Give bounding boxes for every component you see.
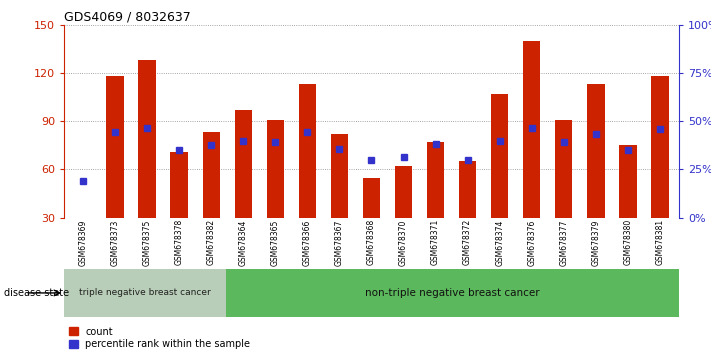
Text: GSM678380: GSM678380	[624, 219, 632, 266]
Text: non-triple negative breast cancer: non-triple negative breast cancer	[365, 288, 540, 298]
Text: GSM678369: GSM678369	[79, 219, 87, 266]
Bar	[395, 166, 412, 218]
Bar	[523, 41, 540, 218]
Text: GSM678373: GSM678373	[111, 219, 119, 266]
Bar	[555, 120, 572, 218]
Text: triple negative breast cancer: triple negative breast cancer	[79, 289, 210, 297]
Text: GSM678371: GSM678371	[431, 219, 440, 266]
Bar	[427, 142, 444, 218]
Bar	[107, 76, 124, 218]
Text: GSM678368: GSM678368	[367, 219, 376, 266]
Text: GSM678377: GSM678377	[559, 219, 568, 266]
Text: GSM678364: GSM678364	[239, 219, 248, 266]
Bar	[267, 120, 284, 218]
Text: GSM678366: GSM678366	[303, 219, 312, 266]
Bar	[619, 145, 636, 218]
Bar	[299, 84, 316, 218]
Bar	[587, 84, 604, 218]
Bar	[139, 60, 156, 218]
Text: GSM678379: GSM678379	[592, 219, 600, 266]
Text: GDS4069 / 8032637: GDS4069 / 8032637	[64, 11, 191, 24]
Text: GSM678376: GSM678376	[527, 219, 536, 266]
Bar	[491, 94, 508, 218]
Text: GSM678374: GSM678374	[495, 219, 504, 266]
Bar	[363, 177, 380, 218]
Bar	[459, 161, 476, 218]
Bar	[64, 269, 226, 317]
Text: GSM678375: GSM678375	[143, 219, 151, 266]
Text: disease state: disease state	[4, 288, 69, 298]
Legend: count, percentile rank within the sample: count, percentile rank within the sample	[69, 327, 250, 349]
Bar	[226, 269, 679, 317]
Text: GSM678378: GSM678378	[175, 219, 184, 266]
Text: GSM678370: GSM678370	[399, 219, 408, 266]
Text: GSM678365: GSM678365	[271, 219, 280, 266]
Text: GSM678372: GSM678372	[463, 219, 472, 266]
Bar	[651, 76, 668, 218]
Text: GSM678381: GSM678381	[656, 219, 664, 265]
Text: GSM678367: GSM678367	[335, 219, 344, 266]
Bar	[331, 134, 348, 218]
Bar	[171, 152, 188, 218]
Text: GSM678382: GSM678382	[207, 219, 216, 265]
Bar	[235, 110, 252, 218]
Bar	[203, 132, 220, 218]
